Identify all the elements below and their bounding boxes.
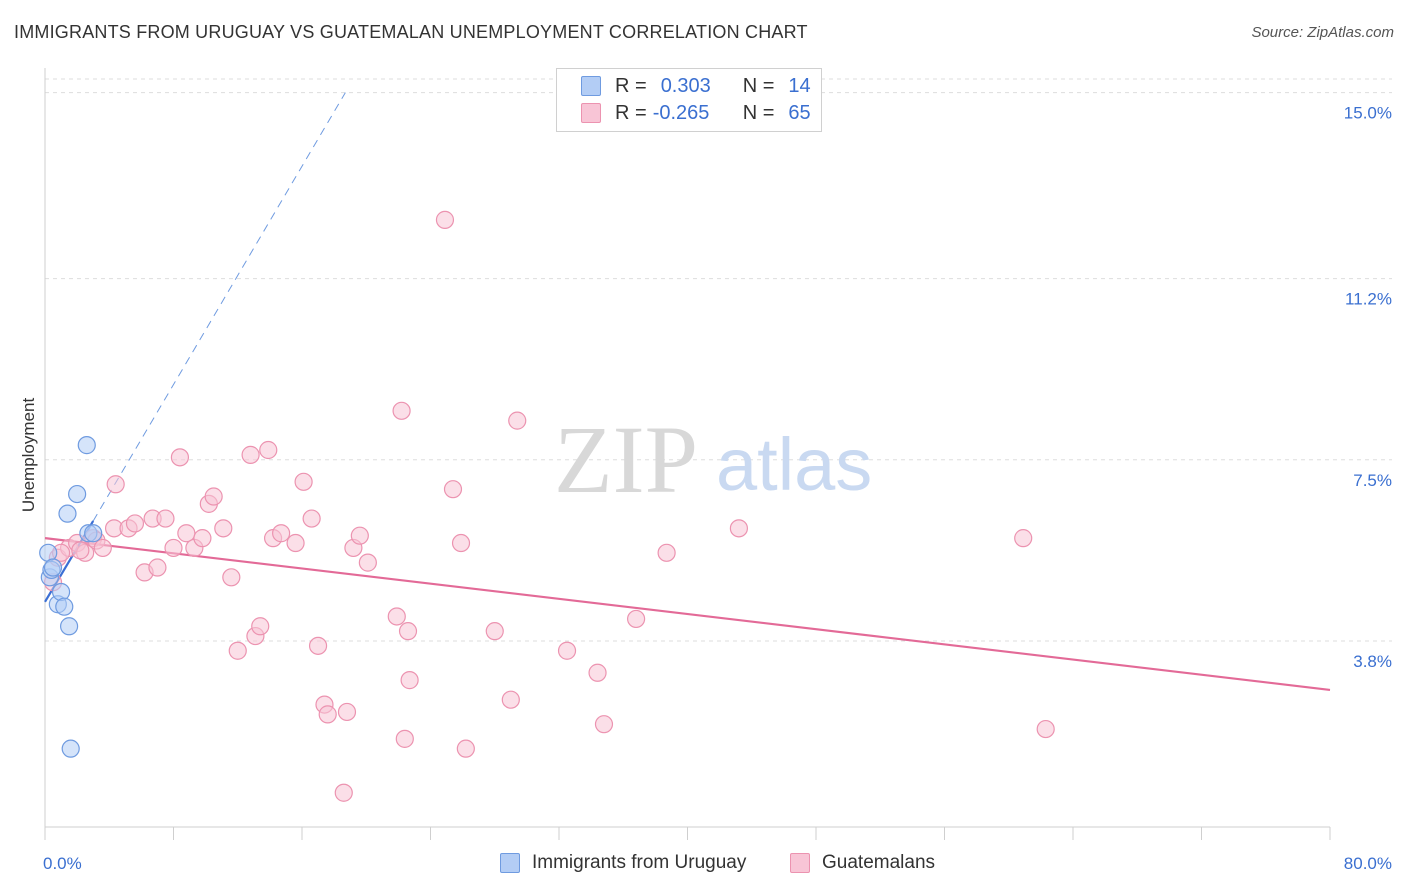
guatemalan-point (594, 715, 614, 734)
guatemalan-point (308, 636, 328, 655)
legend-r-label: R = (615, 101, 647, 124)
guatemalan-point (485, 622, 504, 641)
guatemalan-point (302, 509, 321, 528)
guatemalan-point (148, 558, 167, 577)
axes (44, 68, 1331, 840)
guatemalan-point (71, 541, 90, 560)
guatemalan-point (106, 475, 125, 494)
guatemalan-point (294, 472, 313, 491)
tick-labels: 3.8% 7.5% 11.2% 15.0% 0.0% 80.0% (43, 104, 1392, 873)
guatemalan-point (337, 702, 357, 722)
bottom-legend-swatch-uruguay (500, 853, 520, 873)
guatemalan-point (228, 641, 247, 660)
uruguay-point (61, 739, 80, 758)
guatemalan-point (251, 617, 270, 636)
guatemalan-point (626, 609, 646, 629)
legend-n-label: N = (742, 74, 775, 97)
guatemalan-point (334, 783, 353, 802)
guatemalan-point (501, 690, 520, 709)
guatemalan-point (170, 448, 190, 467)
source-label: Source: ZipAtlas.com (1251, 24, 1394, 41)
bottom-legend-label-uruguay: Immigrants from Uruguay (532, 852, 747, 873)
legend-r-label: R = (615, 74, 647, 97)
guatemalan-point (435, 210, 455, 229)
uruguay-point (55, 597, 74, 616)
guatemalan-point (657, 543, 676, 562)
uruguay-point (43, 558, 63, 577)
guatemalan-point (193, 529, 212, 548)
guatemalan-point (286, 533, 305, 553)
guatemalan-point (358, 553, 377, 572)
guatemalan-point (387, 607, 406, 626)
y-tick-label: 3.8% (1353, 652, 1392, 671)
guatemalan-point (125, 514, 145, 533)
legend-n-value: 14 (788, 74, 811, 97)
guatemalan-point (214, 519, 233, 538)
y-tick-label: 11.2% (1345, 290, 1392, 309)
guatemalan-point (350, 526, 369, 545)
guatemalan-point (1014, 529, 1033, 548)
stats-legend: R = 0.303 N = 14 R = -0.265 N = 65 (556, 68, 822, 132)
watermark-zip: ZIP (554, 406, 698, 513)
guatemalan-trend-line (44, 537, 1331, 692)
guatemalan-point (93, 538, 112, 558)
guatemalan-point (222, 568, 241, 587)
bottom-legend-guatemalans: Guatemalans (790, 852, 935, 874)
legend-r-value: -0.265 (652, 101, 710, 124)
guatemalan-point (588, 663, 607, 682)
y-tick-label: 15.0% (1344, 104, 1392, 123)
uruguay-point (59, 617, 79, 636)
legend-row-guatemalans: R = -0.265 N = 65 (581, 100, 811, 126)
uruguay-trend-extension (92, 92, 346, 522)
legend-r-value: 0.303 (660, 74, 711, 97)
trend-lines (44, 92, 1331, 692)
guatemalan-point (272, 524, 291, 543)
guatemalan-point (729, 519, 749, 538)
y-tick-label: 7.5% (1353, 471, 1392, 490)
bottom-legend-uruguay: Immigrants from Uruguay (500, 852, 746, 874)
legend-swatch-guatemalans (581, 103, 601, 123)
guatemalan-point (400, 671, 419, 690)
grid-lines (45, 78, 1392, 642)
watermark: ZIP atlas (554, 406, 872, 513)
guatemalan-point (204, 487, 223, 506)
guatemalan-point (557, 641, 577, 660)
y-axis-label: Unemployment (19, 398, 38, 513)
x-tick-label-max: 80.0% (1344, 854, 1392, 873)
guatemalan-point (398, 622, 418, 641)
guatemalan-point (318, 705, 337, 724)
legend-n-value: 65 (788, 101, 811, 124)
guatemalan-point (241, 445, 260, 464)
bottom-legend-label-guatemalans: Guatemalans (822, 852, 936, 873)
x-tick-label-min: 0.0% (43, 854, 82, 873)
uruguay-point (77, 436, 96, 455)
uruguay-point (68, 484, 87, 504)
legend-swatch-uruguay (581, 76, 601, 96)
legend-row-uruguay: R = 0.303 N = 14 (581, 73, 811, 99)
guatemalan-point (1036, 719, 1055, 739)
chart-title: IMMIGRANTS FROM URUGUAY VS GUATEMALAN UN… (14, 22, 808, 42)
guatemalan-point (443, 480, 463, 499)
guatemalan-point (451, 533, 471, 553)
legend-n-label: N = (742, 101, 775, 124)
uruguay-point (58, 504, 77, 523)
guatemalan-point (164, 538, 183, 558)
uruguay-point (84, 524, 103, 543)
guatemalan-point (156, 509, 175, 528)
guatemalan-point (456, 739, 475, 758)
data-points (39, 210, 1055, 802)
guatemalan-point (508, 411, 527, 430)
guatemalan-point (259, 440, 278, 460)
watermark-atlas: atlas (716, 423, 872, 506)
uruguay-point (51, 582, 71, 602)
guatemalan-point (395, 729, 414, 748)
bottom-legend-swatch-guatemalans (790, 853, 810, 873)
guatemalan-point (392, 401, 411, 420)
